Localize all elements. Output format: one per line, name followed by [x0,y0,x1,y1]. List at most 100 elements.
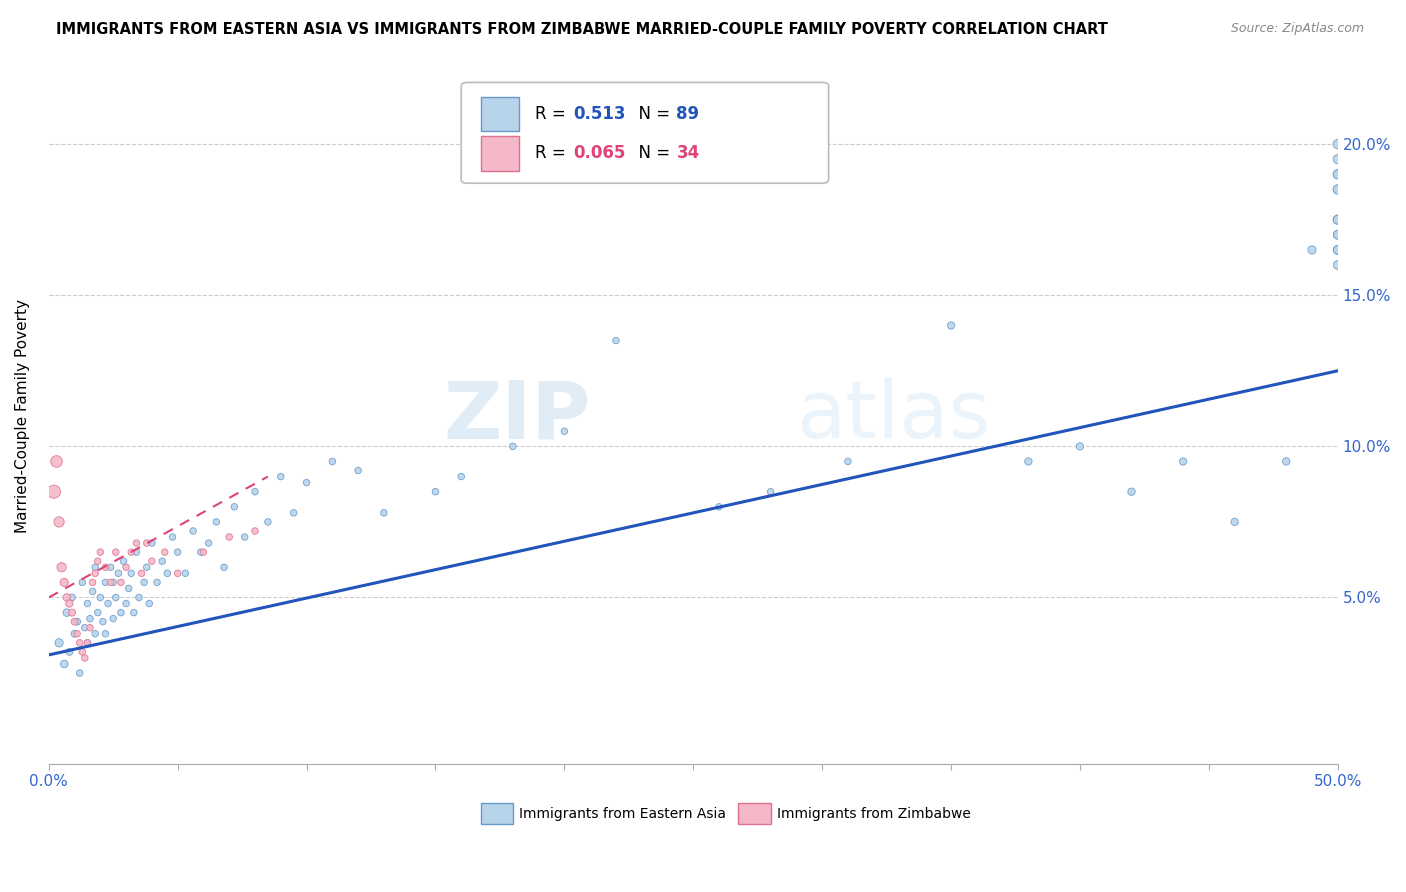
Point [224,500,246,514]
Point [112,554,135,568]
Point [131,566,153,581]
Point [707,500,730,514]
Point [100,575,122,590]
Bar [481,804,513,824]
Point [73,651,96,665]
Point [605,334,627,348]
Point [42,484,65,499]
Point [63,615,86,629]
Point [150,554,173,568]
Point [1326,137,1348,152]
Point [120,545,142,559]
Point [79,612,101,626]
Point [1326,258,1348,272]
Point [1326,212,1348,227]
Point [79,621,101,635]
Point [212,560,235,574]
Point [76,636,98,650]
Point [76,597,98,611]
Point [190,545,212,559]
Point [63,626,86,640]
Point [134,575,156,590]
Point [87,554,110,568]
Point [69,636,91,650]
Point [193,545,215,559]
Point [146,575,169,590]
Point [1069,439,1091,453]
FancyBboxPatch shape [461,82,828,183]
Point [110,606,132,620]
Point [58,645,80,659]
Point [125,545,148,559]
Point [91,615,114,629]
Point [450,469,472,483]
Point [321,454,343,468]
Bar [481,96,519,131]
Text: N =: N = [627,105,675,123]
Point [60,591,83,605]
Point [48,515,70,529]
Point [56,591,79,605]
Point [166,566,188,581]
Point [174,566,197,581]
Point [270,469,292,483]
Text: Source: ZipAtlas.com: Source: ZipAtlas.com [1230,22,1364,36]
Point [72,575,94,590]
Point [283,506,305,520]
Point [48,636,70,650]
Text: atlas: atlas [796,377,991,455]
Text: IMMIGRANTS FROM EASTERN ASIA VS IMMIGRANTS FROM ZIMBABWE MARRIED-COUPLE FAMILY P: IMMIGRANTS FROM EASTERN ASIA VS IMMIGRAN… [56,22,1108,37]
Point [69,666,91,681]
Point [141,536,163,550]
Point [115,560,138,574]
Point [837,454,859,468]
Bar [738,804,770,824]
Point [1301,243,1323,257]
Point [1223,515,1246,529]
Point [373,506,395,520]
Text: Immigrants from Zimbabwe: Immigrants from Zimbabwe [778,806,972,821]
Point [118,582,141,596]
Point [162,530,184,544]
Point [1121,484,1143,499]
Point [233,530,256,544]
Point [197,536,219,550]
Point [502,439,524,453]
Text: 0.513: 0.513 [574,105,626,123]
Point [103,575,125,590]
Point [107,566,129,581]
Point [205,515,228,529]
Point [87,606,110,620]
Point [243,524,266,538]
Point [122,606,145,620]
Point [100,560,122,574]
Point [104,545,127,559]
Point [347,463,370,477]
Point [425,484,447,499]
Point [97,597,120,611]
Point [84,566,107,581]
Point [53,575,76,590]
Point [1326,152,1348,166]
Text: 89: 89 [676,105,700,123]
Point [94,626,117,640]
Point [181,524,204,538]
Text: Immigrants from Eastern Asia: Immigrants from Eastern Asia [519,806,727,821]
Point [60,606,83,620]
Point [89,545,111,559]
Point [156,566,179,581]
Point [66,626,89,640]
Point [72,645,94,659]
Text: 34: 34 [676,145,700,162]
Point [53,657,76,671]
Point [166,545,188,559]
Point [103,612,125,626]
Point [257,515,280,529]
Point [56,606,79,620]
Text: ZIP: ZIP [443,377,591,455]
Text: R =: R = [534,145,571,162]
Point [759,484,782,499]
Point [94,560,117,574]
Point [76,636,98,650]
Point [1326,167,1348,181]
